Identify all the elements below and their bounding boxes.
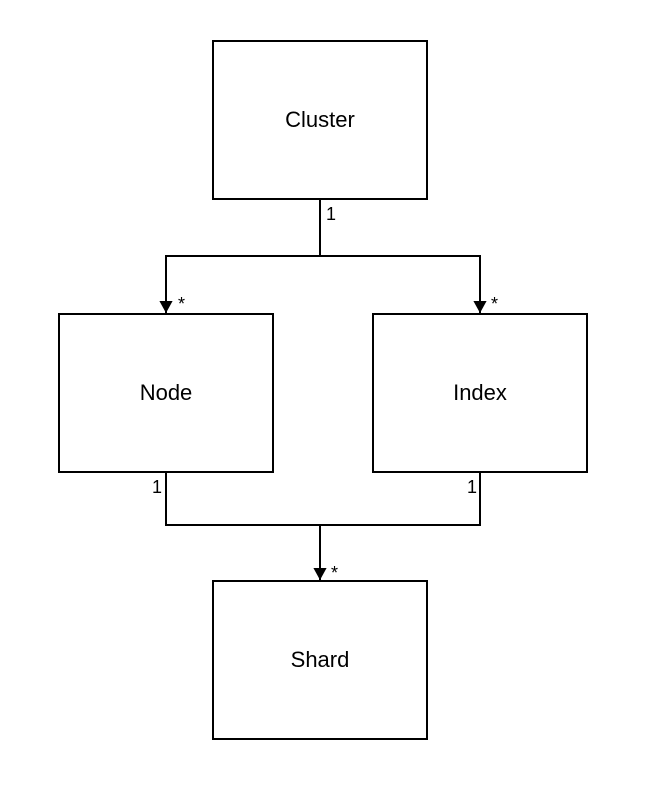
edge-cluster-index xyxy=(320,200,480,313)
node-node-label: Node xyxy=(140,380,193,406)
arrowhead-icon xyxy=(473,301,486,313)
edge-node-shard xyxy=(166,473,320,580)
node-shard: Shard xyxy=(212,580,428,740)
node-cluster-label: Cluster xyxy=(285,107,355,133)
mult-label-from: 1 xyxy=(326,204,336,225)
node-node: Node xyxy=(58,313,274,473)
diagram-container: Cluster Node Index Shard 1 * * 1 * 1 xyxy=(0,0,651,809)
node-index-label: Index xyxy=(453,380,507,406)
mult-label-from: 1 xyxy=(467,477,477,498)
mult-label-to: * xyxy=(491,294,498,315)
edge-cluster-node xyxy=(166,200,320,313)
node-index: Index xyxy=(372,313,588,473)
edge-index-shard xyxy=(320,473,480,580)
node-shard-label: Shard xyxy=(291,647,350,673)
mult-label-to: * xyxy=(178,294,185,315)
mult-label-from: 1 xyxy=(152,477,162,498)
node-cluster: Cluster xyxy=(212,40,428,200)
mult-label-to: * xyxy=(331,563,338,584)
arrowhead-icon xyxy=(159,301,172,313)
